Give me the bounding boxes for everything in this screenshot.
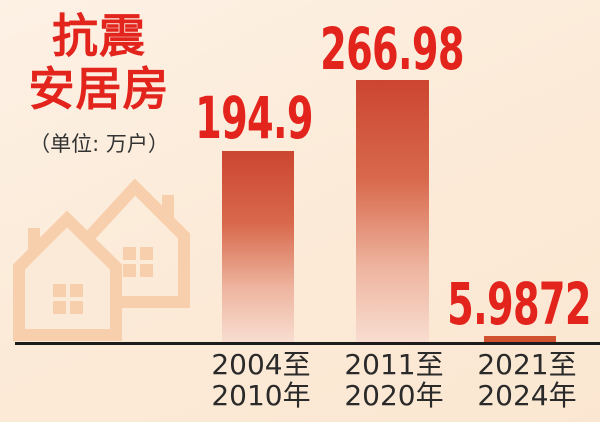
bar-value-label-2004-2010: 194.9 [195,84,313,152]
x-axis-label-line: 2024年 [477,379,577,412]
x-axis-label-2021-2024: 2021至 2024年 [427,349,600,411]
x-axis-label-line: 2011至 [344,348,444,381]
x-axis-label-line: 2021至 [477,348,577,381]
unit-label: （单位: 万户） [29,132,169,156]
x-axis-label-line: 2004至 [211,348,311,381]
bar-2021-2024 [484,336,556,342]
bar-2011-2020 [356,80,429,342]
houses-watermark-icon [13,179,190,341]
chimney-icon [28,228,40,250]
x-axis-line [15,342,600,345]
bar-2004-2010 [222,151,294,342]
bar-value-label-2021-2024: 5.9872 [447,270,591,338]
x-axis-label-2011-2020: 2011至 2020年 [294,349,494,411]
chart-title-line2: 安居房 [28,62,170,116]
x-axis-label-2004-2010: 2004至 2010年 [161,349,361,411]
chart-title: 抗震 安居房 [18,10,180,116]
x-axis-label-line: 2010年 [211,379,311,412]
window-icon [53,284,83,314]
chart-title-line1: 抗震 [52,9,146,63]
window-icon [123,247,153,277]
x-axis-label-line: 2020年 [344,379,444,412]
chimney-icon [162,195,174,219]
bar-value-label-2011-2020: 266.98 [320,15,464,83]
